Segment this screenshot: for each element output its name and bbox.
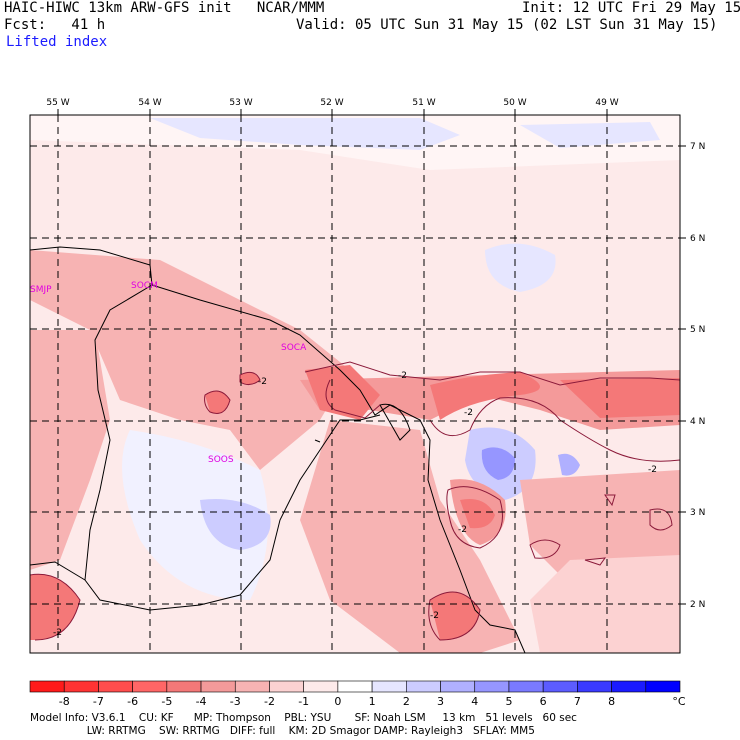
colorbar-swatch	[508, 680, 544, 693]
lat-label: 7 N	[690, 142, 705, 152]
colorbar-tick-label: -3	[229, 695, 241, 708]
model-info-line-2: LW: RRTMG SW: RRTMG DIFF: full KM: 2D Sm…	[30, 725, 535, 737]
colorbar-tick-label: 6	[539, 695, 547, 708]
lon-label: 51 W	[412, 98, 435, 108]
colorbar-swatch	[98, 680, 133, 693]
colorbar-unit: °C	[672, 695, 686, 708]
field-name: Lifted index	[6, 34, 108, 50]
colorbar-tick-label: -7	[92, 695, 104, 708]
lon-label: 55 W	[46, 98, 69, 108]
colorbar-swatch	[542, 680, 578, 693]
colorbar-swatch	[29, 680, 65, 693]
colorbar-swatch	[166, 680, 202, 693]
contour-label: -2	[258, 377, 267, 387]
model-info-line-1: Model Info: V3.6.1 CU: KF MP: Thompson P…	[30, 712, 577, 724]
axis-ticks	[57, 109, 686, 605]
station-label: SOCM	[131, 281, 158, 291]
station-label: SMJP	[30, 285, 52, 295]
colorbar-swatch	[63, 680, 99, 693]
colorbar-tick-label: -2	[263, 695, 275, 708]
contour-label: -2	[648, 465, 657, 475]
colorbar-tick-label: -8	[58, 695, 70, 708]
contour-label: -2	[398, 371, 407, 381]
lon-label: 53 W	[229, 98, 252, 108]
contour-label: -2	[464, 408, 473, 418]
lon-label: 49 W	[595, 98, 618, 108]
colorbar-tick-label: 2	[402, 695, 410, 708]
init-time: Init: 12 UTC Fri 29 May 15	[522, 0, 740, 16]
lon-label: 54 W	[138, 98, 161, 108]
colorbar-tick-label: 0	[334, 695, 342, 708]
lat-label: 6 N	[690, 234, 705, 244]
colorbar-swatch	[132, 680, 168, 693]
colorbar-swatch	[269, 680, 304, 693]
colorbar-tick-label: 7	[573, 695, 581, 708]
colorbar-swatch	[337, 680, 373, 693]
colorbar-swatch	[645, 680, 681, 693]
colorbar-tick-label: 5	[505, 695, 513, 708]
colorbar-swatch	[611, 680, 647, 693]
colorbar	[29, 680, 681, 693]
lon-label: 50 W	[503, 98, 526, 108]
colorbar-swatch	[577, 680, 612, 693]
lon-label: 52 W	[320, 98, 343, 108]
colorbar-swatch	[406, 680, 441, 693]
colorbar-tick-label: 8	[608, 695, 616, 708]
colorbar-tick-label: -4	[195, 695, 207, 708]
colorbar-swatch	[474, 680, 510, 693]
lifted-index-shading	[30, 115, 680, 653]
lat-label: 4 N	[690, 417, 705, 427]
colorbar-swatch	[440, 680, 476, 693]
valid-time: Valid: 05 UTC Sun 31 May 15 (02 LST Sun …	[296, 17, 718, 33]
colorbar-tick-label: 1	[368, 695, 376, 708]
colorbar-tick-label: 4	[471, 695, 479, 708]
map-frame	[29, 114, 681, 654]
colorbar-swatch	[303, 680, 339, 693]
lat-label: 3 N	[690, 508, 705, 518]
colorbar-tick-label: 3	[437, 695, 445, 708]
contour-label: -2	[53, 628, 62, 638]
colorbar-swatch	[200, 680, 236, 693]
colorbar-swatch	[234, 680, 270, 693]
lat-label: 5 N	[690, 325, 705, 335]
contour-label: -2	[430, 611, 439, 621]
contour-lines	[30, 361, 680, 641]
colorbar-tick-label: -6	[127, 695, 139, 708]
lat-lon-grid	[30, 115, 680, 653]
contour-label: -2	[458, 525, 467, 535]
model-title: HAIC-HIWC 13km ARW-GFS init NCAR/MMM	[4, 0, 325, 16]
colorbar-swatch	[371, 680, 407, 693]
forecast-hour: Fcst: 41 h	[4, 17, 106, 33]
station-label: SOOS	[208, 455, 234, 465]
colorbar-tick-label: -1	[298, 695, 310, 708]
lat-label: 2 N	[690, 600, 705, 610]
station-label: SOCA	[281, 343, 307, 353]
colorbar-tick-label: -5	[161, 695, 173, 708]
